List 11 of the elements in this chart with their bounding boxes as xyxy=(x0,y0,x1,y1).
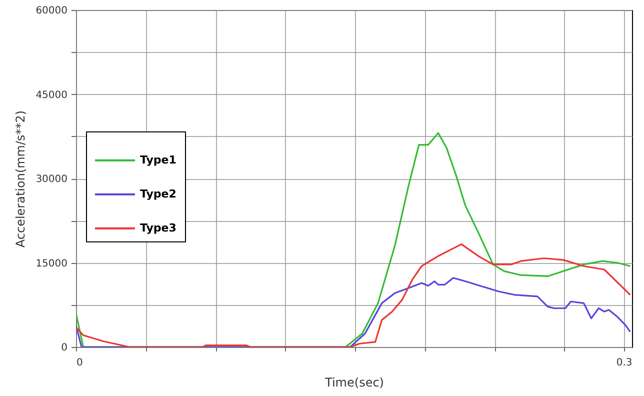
legend-label: Type2 xyxy=(140,187,176,200)
y-tick-label: 60000 xyxy=(36,6,68,16)
x-tick-label: 0.3 xyxy=(616,358,632,368)
y-tick-label: 15000 xyxy=(36,258,68,270)
x-axis-title: Time(sec) xyxy=(324,376,384,390)
y-axis-title: Acceleration(mm/s**2) xyxy=(14,110,28,248)
y-tick-label: 30000 xyxy=(36,174,68,185)
legend-label: Type1 xyxy=(140,153,176,166)
legend-label: Type3 xyxy=(140,221,176,234)
y-tick-label: 0 xyxy=(61,342,68,354)
y-tick-label: 45000 xyxy=(36,90,68,101)
